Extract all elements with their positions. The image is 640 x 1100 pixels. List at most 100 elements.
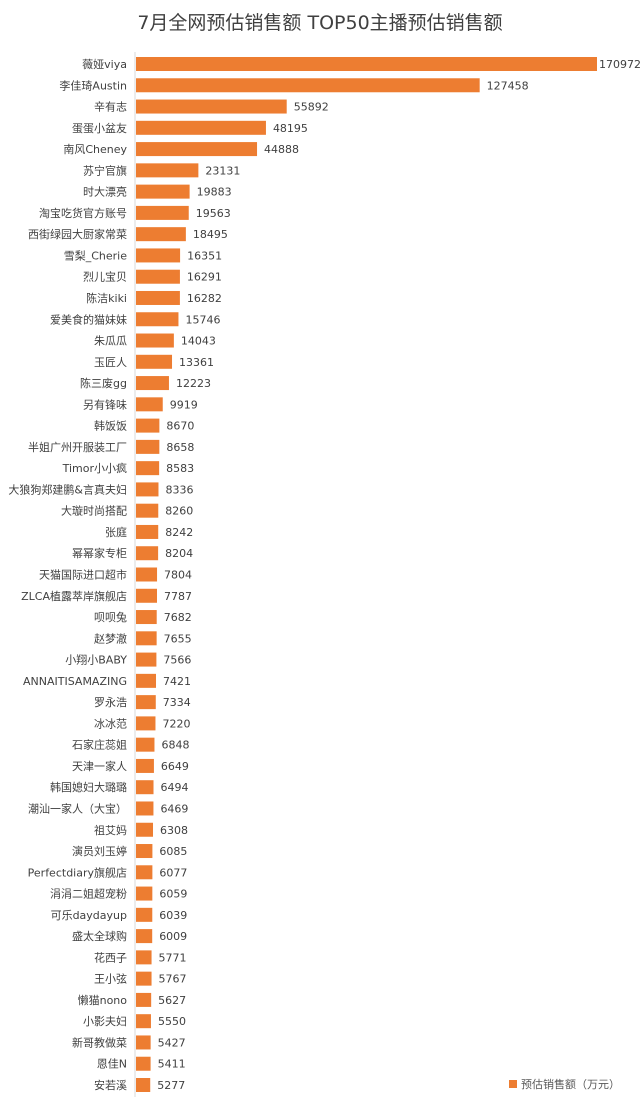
bar bbox=[136, 886, 153, 901]
data-label: 170972 bbox=[599, 58, 640, 71]
bar bbox=[136, 546, 159, 561]
bar bbox=[136, 822, 154, 837]
data-label: 8204 bbox=[165, 547, 193, 560]
category-label: 朱瓜瓜 bbox=[94, 335, 127, 348]
category-label: 南风Cheney bbox=[63, 143, 127, 156]
category-label: 半姐广州开服装工厂 bbox=[28, 440, 127, 454]
category-label: 潮汕一家人（大宝） bbox=[28, 801, 127, 815]
bar bbox=[136, 610, 157, 625]
category-label: 李佳琦Austin bbox=[59, 78, 127, 92]
data-label: 5627 bbox=[158, 994, 186, 1007]
bar bbox=[136, 844, 153, 859]
bar bbox=[136, 227, 186, 242]
data-label: 7655 bbox=[164, 632, 192, 645]
data-label: 7566 bbox=[163, 654, 191, 667]
category-label: 蛋蛋小盆友 bbox=[72, 121, 127, 135]
category-label: 安若溪 bbox=[94, 1078, 127, 1092]
category-label: 罗永浩 bbox=[94, 695, 127, 709]
data-label: 13361 bbox=[179, 356, 214, 369]
data-label: 12223 bbox=[176, 377, 211, 390]
bar bbox=[136, 652, 157, 667]
category-label: 恩佳N bbox=[97, 1057, 127, 1071]
data-label: 8670 bbox=[166, 420, 194, 433]
data-label: 5767 bbox=[159, 973, 187, 986]
data-label: 16291 bbox=[187, 271, 222, 284]
data-label: 6059 bbox=[159, 888, 187, 901]
bar bbox=[136, 163, 199, 178]
data-label: 5411 bbox=[158, 1058, 186, 1071]
category-label: 演员刘玉婷 bbox=[72, 844, 127, 858]
data-label: 127458 bbox=[487, 79, 529, 92]
bar bbox=[136, 78, 480, 93]
category-label: 时大漂亮 bbox=[83, 185, 127, 199]
bar bbox=[136, 524, 159, 539]
bar bbox=[136, 376, 169, 391]
legend: 预估销售额（万元） bbox=[509, 1076, 620, 1092]
data-label: 5427 bbox=[158, 1036, 186, 1049]
category-label: 韩国媳妇大璐璐 bbox=[50, 780, 127, 794]
data-label: 7804 bbox=[164, 569, 192, 582]
data-label: 7682 bbox=[164, 611, 192, 624]
data-label: 6494 bbox=[161, 781, 189, 794]
bar bbox=[136, 120, 266, 135]
category-label: 爱美食的猫妹妹 bbox=[50, 312, 127, 326]
data-label: 7421 bbox=[163, 675, 191, 688]
category-label: Timor小小疯 bbox=[62, 461, 127, 475]
data-label: 23131 bbox=[205, 164, 240, 177]
bar bbox=[136, 780, 154, 795]
bar bbox=[136, 184, 190, 199]
data-label: 7220 bbox=[162, 717, 190, 730]
data-label: 6009 bbox=[159, 930, 187, 943]
category-label: 天猫国际进口超市 bbox=[39, 568, 127, 582]
category-label: 盛太全球购 bbox=[72, 929, 127, 943]
category-label: 西街绿园大厨家常菜 bbox=[28, 227, 127, 241]
bar bbox=[136, 716, 156, 731]
bar bbox=[136, 354, 173, 369]
bar bbox=[136, 631, 157, 646]
category-label: 雪梨_Cherie bbox=[64, 248, 127, 262]
data-label: 44888 bbox=[264, 143, 299, 156]
category-label: 辛有志 bbox=[94, 100, 127, 114]
bar bbox=[136, 503, 159, 518]
bar bbox=[136, 482, 159, 497]
bar bbox=[136, 418, 160, 433]
data-label: 8583 bbox=[166, 462, 194, 475]
category-label: 韩饭饭 bbox=[94, 419, 127, 433]
bar bbox=[136, 758, 154, 773]
category-label: 大璇时尚搭配 bbox=[61, 504, 127, 518]
bar bbox=[136, 992, 152, 1007]
bar bbox=[136, 1014, 151, 1029]
data-label: 7334 bbox=[163, 696, 191, 709]
category-label: 陈洁kiki bbox=[86, 291, 127, 305]
data-label: 18495 bbox=[193, 228, 228, 241]
bar bbox=[136, 929, 153, 944]
data-label: 6848 bbox=[161, 739, 189, 752]
data-label: 5277 bbox=[157, 1079, 185, 1092]
bar bbox=[136, 695, 156, 710]
data-label: 15746 bbox=[185, 313, 220, 326]
category-label: 陈三废gg bbox=[80, 376, 127, 390]
legend-swatch bbox=[509, 1080, 517, 1088]
bar bbox=[136, 950, 152, 965]
data-label: 8658 bbox=[166, 441, 194, 454]
category-label: 天津一家人 bbox=[72, 759, 127, 773]
data-label: 48195 bbox=[273, 122, 308, 135]
data-label: 9919 bbox=[170, 398, 198, 411]
data-label: 55892 bbox=[294, 101, 329, 114]
data-label: 8336 bbox=[165, 483, 193, 496]
category-label: 大狼狗郑建鹏&言真夫妇 bbox=[8, 482, 127, 496]
bar bbox=[136, 567, 158, 582]
data-label: 8242 bbox=[165, 526, 193, 539]
bar bbox=[136, 333, 174, 348]
data-label: 14043 bbox=[181, 335, 216, 348]
category-label: 淘宝吃货官方账号 bbox=[39, 206, 127, 220]
category-label: 涓涓二姐超宠粉 bbox=[50, 887, 127, 901]
bar bbox=[136, 865, 153, 880]
category-label: 新哥教做菜 bbox=[72, 1035, 127, 1049]
category-label: 烈儿宝贝 bbox=[83, 270, 127, 284]
bar bbox=[136, 290, 180, 305]
data-label: 7787 bbox=[164, 590, 192, 603]
bar bbox=[136, 1056, 151, 1071]
category-label: 可乐daydayup bbox=[51, 909, 127, 922]
